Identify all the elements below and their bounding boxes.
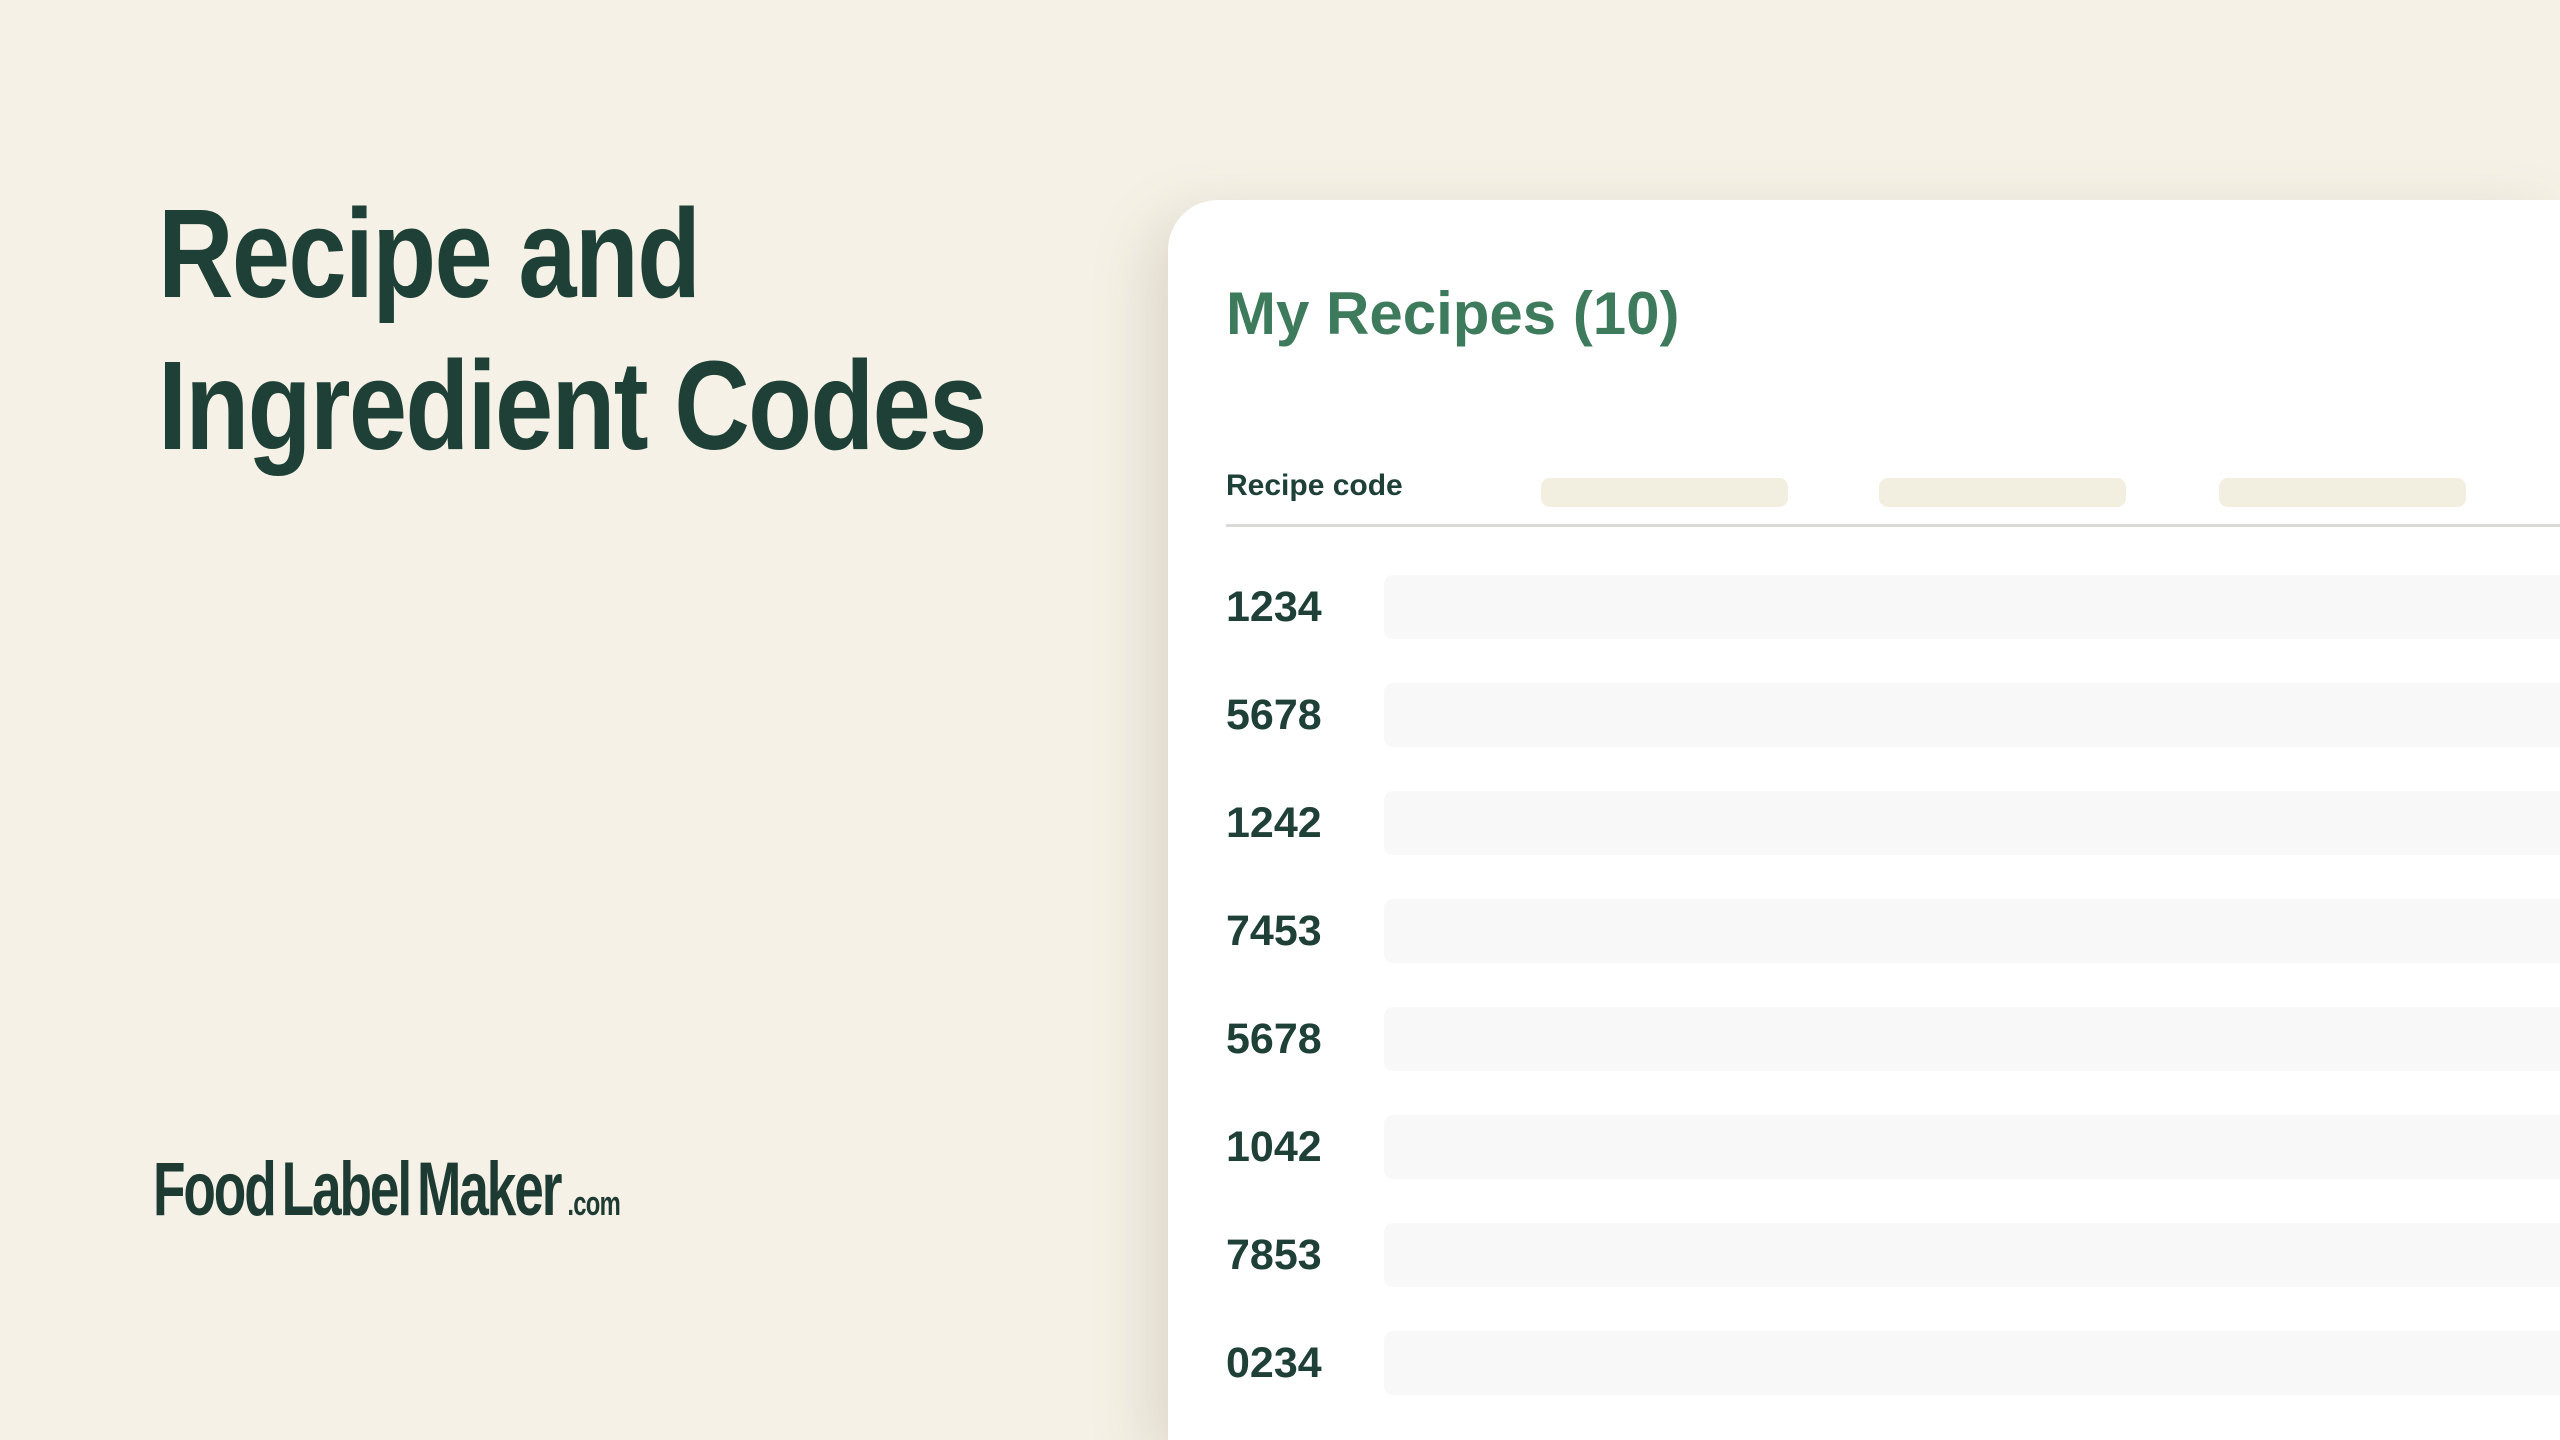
recipe-row-placeholder-bar <box>1384 1115 2560 1179</box>
recipe-code-cell: 1042 <box>1226 1123 1322 1171</box>
brand-logo-word-maker: Maker <box>417 1147 562 1232</box>
recipe-row[interactable]: 0234 <box>1168 1331 2560 1395</box>
brand-logo-word-food: Food <box>153 1147 277 1232</box>
column-header-placeholder-bar-1 <box>1541 478 1788 507</box>
table-header-divider <box>1226 524 2560 527</box>
recipe-row-placeholder-bar <box>1384 575 2560 639</box>
brand-logo-word-label: Label <box>281 1147 413 1232</box>
recipe-row-placeholder-bar <box>1384 683 2560 747</box>
left-panel: Recipe and Ingredient Codes FoodLabelMak… <box>0 0 1168 1440</box>
recipe-row[interactable]: 1234 <box>1168 575 2560 639</box>
page-title-line-1: Recipe and <box>158 183 701 324</box>
recipe-row[interactable]: 1042 <box>1168 1115 2560 1179</box>
column-header-placeholder-bar-3 <box>2219 478 2466 507</box>
recipe-code-cell: 5678 <box>1226 1015 1322 1063</box>
recipe-code-cell: 7453 <box>1226 907 1322 955</box>
page-title: Recipe and Ingredient Codes <box>158 178 987 482</box>
recipe-code-cell: 1234 <box>1226 583 1322 631</box>
page-title-line-2: Ingredient Codes <box>158 335 987 476</box>
recipe-row[interactable]: 7853 <box>1168 1223 2560 1287</box>
recipe-row[interactable]: 5678 <box>1168 1007 2560 1071</box>
recipes-panel: My Recipes (10) Recipe code 1234 5678 12… <box>1168 200 2560 1440</box>
recipe-row-placeholder-bar <box>1384 1223 2560 1287</box>
recipe-row-placeholder-bar <box>1384 899 2560 963</box>
recipe-row-placeholder-bar <box>1384 791 2560 855</box>
recipe-row-placeholder-bar <box>1384 1331 2560 1395</box>
recipe-row-placeholder-bar <box>1384 1007 2560 1071</box>
recipe-code-cell: 1242 <box>1226 799 1322 847</box>
brand-logo: FoodLabelMaker .com <box>153 1146 621 1233</box>
recipes-panel-title: My Recipes (10) <box>1226 280 1680 347</box>
column-header-recipe-code: Recipe code <box>1226 469 1403 502</box>
recipe-code-cell: 5678 <box>1226 691 1322 739</box>
recipe-code-cell: 7853 <box>1226 1231 1322 1279</box>
recipe-row[interactable]: 5678 <box>1168 683 2560 747</box>
recipe-row[interactable]: 1242 <box>1168 791 2560 855</box>
recipe-code-cell: 0234 <box>1226 1339 1322 1387</box>
brand-logo-suffix: .com <box>567 1185 621 1223</box>
column-header-placeholder-bar-2 <box>1879 478 2126 507</box>
recipe-row[interactable]: 7453 <box>1168 899 2560 963</box>
